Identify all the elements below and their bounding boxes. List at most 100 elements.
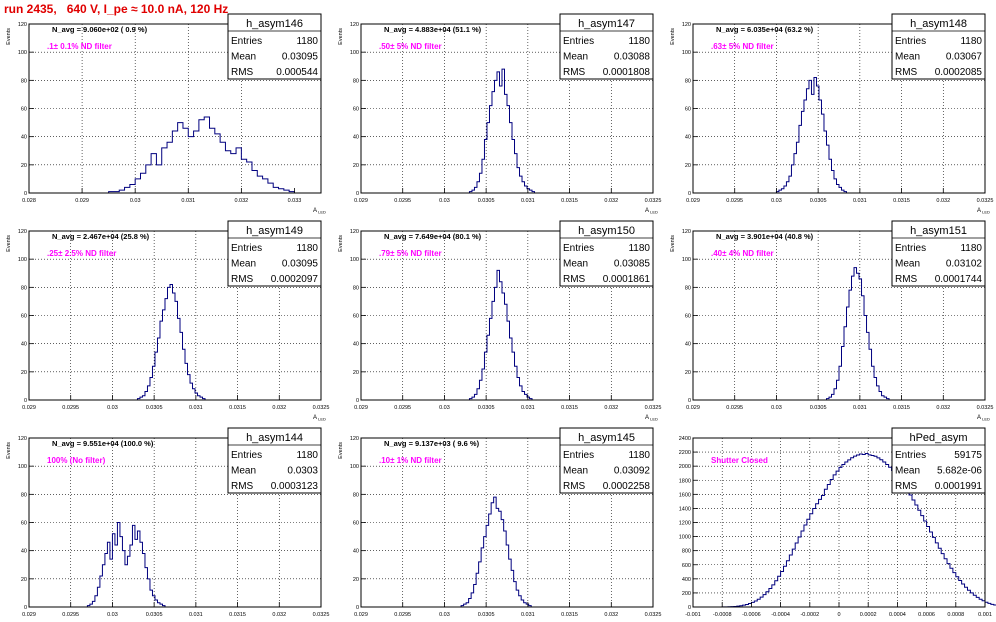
y-tick-label: 80 [21,285,27,291]
y-tick-label: 40 [685,342,691,348]
y-tick-label: 1600 [679,492,691,498]
x-tick-label: 0.001 [978,612,992,618]
stats-value: 0.0001991 [935,481,983,492]
stats-value: 1180 [628,450,650,461]
stats-value: 0.0303 [287,466,318,477]
y-tick-label: 0 [24,398,27,404]
stats-box [227,13,322,80]
x-tick-label: 0.0315 [893,405,910,411]
stats-label: Entries [895,450,926,461]
x-tick-label: 0.0325 [977,198,994,204]
x-tick-label: 0.0004 [889,612,906,618]
x-tick-label: 0.032 [936,198,950,204]
x-tick-label: 0.0002 [860,612,877,618]
x-tick-label: 0.0008 [947,612,964,618]
stats-box [227,427,322,494]
x-tick-label: 0.0305 [810,198,827,204]
filter-label: .1± 0.1% ND filter [47,42,112,51]
x-axis-title-subscript: LED [649,417,658,422]
y-tick-label: 60 [21,107,27,113]
y-tick-label: 120 [18,22,27,28]
x-tick-label: 0.0315 [561,612,578,618]
y-tick-label: 20 [21,163,27,169]
stats-value: 0.03092 [614,466,651,477]
y-tick-label: 20 [685,163,691,169]
x-tick-label: 0.0315 [561,405,578,411]
stats-value: 1180 [960,36,982,47]
x-tick-label: 0.03 [439,405,450,411]
x-axis-title: A LED [645,208,658,215]
y-tick-label: 40 [353,135,359,141]
x-tick-label: 0.032 [272,612,286,618]
histogram-line [108,116,295,193]
filter-label: .40± 4% ND filter [711,249,774,258]
panel-h_asym145: 0.029 0.0295 0.03 0.0305 0.031 0.0315 0.032 0.0… [338,427,661,618]
y-axis-title: Events [338,28,344,45]
stats-value: 0.0003123 [271,481,319,492]
stats-value: 0.03095 [282,52,319,63]
stats-label: Mean [563,52,588,63]
x-tick-label: 0.032 [272,405,286,411]
x-tick-label: 0.03 [771,405,782,411]
y-tick-label: 120 [682,229,691,235]
y-tick-label: 60 [21,314,27,320]
x-tick-label: 0.0295 [62,405,79,411]
y-tick-label: 60 [685,107,691,113]
stats-box [891,220,986,287]
y-tick-label: 80 [21,492,27,498]
stats-value: 5.682e-06 [937,466,982,477]
stats-value: 1180 [628,243,650,254]
panel-h_asym147: 0.029 0.0295 0.03 0.0305 0.031 0.0315 0.032 0.0… [338,13,661,215]
stats-title: h_asym144 [246,432,303,444]
y-tick-label: 0 [688,191,691,197]
stats-label: Entries [563,243,594,254]
y-tick-label: 120 [350,436,359,442]
stats-title: h_asym147 [578,18,635,30]
stats-label: Mean [231,259,256,270]
y-axis-title: Events [6,442,12,459]
y-axis-title: Events [6,28,12,45]
x-axis-title: A LED [977,208,990,215]
stats-title: h_asym145 [578,432,635,444]
stats-label: RMS [563,481,586,492]
x-tick-label: 0.0315 [229,405,246,411]
stats-label: RMS [231,67,254,78]
x-tick-label: -0.0008 [713,612,732,618]
x-tick-label: 0.0295 [726,198,743,204]
x-tick-label: 0.0295 [62,612,79,618]
stats-title: h_asym149 [246,225,303,237]
y-axis-title: Events [338,235,344,252]
y-tick-label: 60 [685,314,691,320]
x-tick-label: 0.0295 [394,612,411,618]
x-tick-label: 0.0315 [561,198,578,204]
x-tick-label: 0.032 [234,198,248,204]
x-tick-label: 0.0006 [918,612,935,618]
stats-label: Mean [231,52,256,63]
navg-label: N_avg = 9.060e+02 ( 0.9 %) [52,25,148,34]
x-tick-label: 0.0315 [893,198,910,204]
histogram-line [136,284,206,400]
x-tick-label: 0.032 [604,612,618,618]
y-tick-label: 40 [685,135,691,141]
navg-label: N_avg = 9.551e+04 (100.0 %) [52,439,154,448]
stats-label: Mean [895,259,920,270]
navg-label: N_avg = 4.883e+04 (51.1 %) [384,25,482,34]
stats-value: 0.0001744 [935,274,983,285]
y-tick-label: 20 [21,577,27,583]
stats-value: 1180 [296,36,318,47]
y-tick-label: 60 [21,521,27,527]
stats-label: Entries [563,36,594,47]
y-tick-label: 100 [350,50,359,56]
run-title: run 2435, 640 V, I_pe ≈ 10.0 nA, 120 Hz [4,2,229,16]
x-tick-label: 0.03 [107,612,118,618]
x-tick-label: 0.0295 [726,405,743,411]
y-tick-label: 80 [353,285,359,291]
y-tick-label: 60 [353,521,359,527]
x-tick-label: 0.028 [22,198,36,204]
y-tick-label: 1000 [679,535,691,541]
y-tick-label: 80 [685,285,691,291]
stats-label: Entries [895,243,926,254]
x-tick-label: 0.031 [853,198,867,204]
navg-label: N_avg = 9.137e+03 ( 9.6 %) [384,439,480,448]
